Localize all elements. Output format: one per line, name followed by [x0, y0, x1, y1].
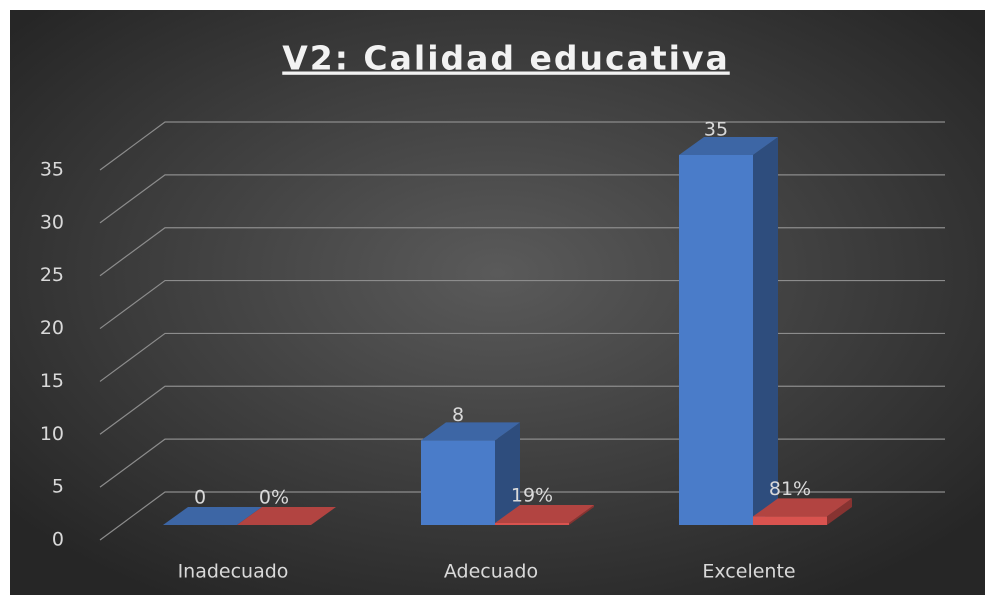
bar-top [679, 137, 778, 155]
bar-top [163, 507, 262, 525]
y-tick-label: 35 [40, 159, 64, 181]
bar-side [753, 137, 778, 525]
bar-top [421, 422, 520, 441]
bar [679, 155, 753, 525]
bar [495, 522, 569, 525]
x-tick-label: Excelente [702, 561, 795, 583]
y-tick-label: 25 [40, 264, 64, 286]
y-tick-label: 20 [40, 317, 64, 339]
bar-side [569, 504, 594, 525]
x-tick-label: Adecuado [444, 561, 538, 583]
y-tick-label: 30 [40, 211, 64, 233]
data-label: 0 [194, 487, 206, 509]
data-label: 0% [259, 487, 289, 509]
y-tick-label: 15 [40, 370, 64, 392]
bar-side [495, 422, 520, 525]
bar [753, 516, 827, 525]
bar-side [827, 498, 852, 525]
bar [421, 440, 495, 525]
y-tick-label: 10 [40, 423, 64, 445]
y-tick-label: 5 [52, 476, 64, 498]
grid-line [99, 121, 945, 171]
y-tick-label: 0 [52, 529, 64, 551]
bar-top [753, 498, 852, 517]
data-label: 8 [452, 404, 464, 426]
bar-top [495, 504, 594, 523]
data-label: 81% [769, 478, 811, 500]
x-tick-label: Inadecuado [178, 561, 289, 583]
data-label: 19% [511, 484, 553, 506]
data-label: 35 [704, 119, 728, 141]
bar-top [237, 507, 336, 525]
chart-title: V2: Calidad educativa [282, 39, 730, 78]
